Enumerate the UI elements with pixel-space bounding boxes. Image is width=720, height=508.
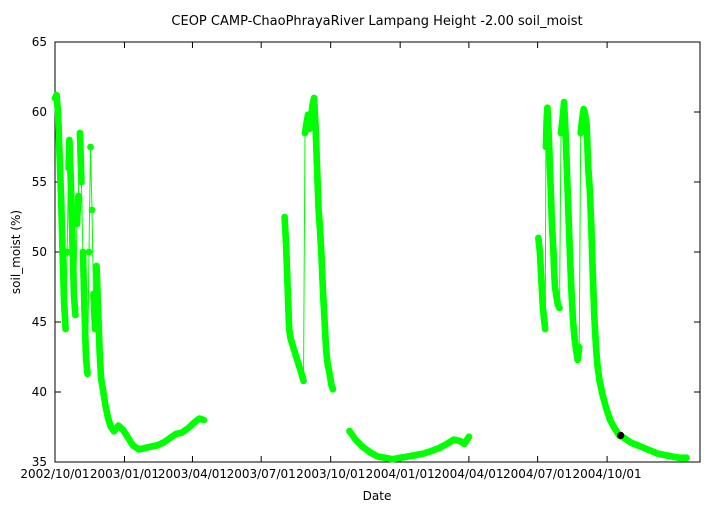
data-point xyxy=(87,143,94,151)
highlighted-data-point xyxy=(617,431,625,439)
data-point xyxy=(71,311,79,319)
x-tick-label: 2003/04/01 xyxy=(158,467,227,481)
data-point xyxy=(465,433,473,441)
y-tick-label: 50 xyxy=(32,245,47,259)
data-point xyxy=(329,385,337,393)
y-tick-label: 45 xyxy=(32,315,47,329)
x-tick-label: 2003/01/01 xyxy=(90,467,159,481)
chart-title: CEOP CAMP-ChaoPhrayaRiver Lampang Height… xyxy=(171,14,582,29)
x-tick-label: 2002/10/01 xyxy=(20,467,89,481)
data-point xyxy=(85,248,93,256)
y-axis: 35 40 45 50 55 60 65 xyxy=(32,35,700,469)
y-tick-label: 40 xyxy=(32,385,47,399)
y-tick-label: 60 xyxy=(32,105,47,119)
x-tick-label: 2004/10/01 xyxy=(573,467,642,481)
data-point xyxy=(75,192,82,200)
x-tick-label: 2004/07/01 xyxy=(503,467,572,481)
data-point xyxy=(62,325,69,333)
x-tick-label: 2004/01/01 xyxy=(366,467,435,481)
x-axis-title: Date xyxy=(363,489,392,503)
data-point xyxy=(84,370,91,378)
x-tick-label: 2003/10/01 xyxy=(296,467,365,481)
data-point xyxy=(300,377,307,385)
data-point xyxy=(200,416,208,424)
highlight-marker-layer xyxy=(617,431,625,439)
data-point xyxy=(556,304,563,312)
data-point xyxy=(575,343,583,351)
data-point xyxy=(541,325,549,333)
y-axis-title: soil_moist (%) xyxy=(9,210,23,294)
data-point xyxy=(88,206,96,214)
data-point xyxy=(63,248,71,256)
x-tick-label: 2003/07/01 xyxy=(227,467,296,481)
data-point xyxy=(78,178,85,186)
y-tick-label: 35 xyxy=(32,455,47,469)
y-tick-label: 55 xyxy=(32,175,47,189)
data-series-layer xyxy=(51,91,690,463)
series-line xyxy=(537,102,687,459)
y-tick-label: 65 xyxy=(32,35,47,49)
data-point xyxy=(683,454,690,462)
x-tick-label: 2004/04/01 xyxy=(434,467,503,481)
